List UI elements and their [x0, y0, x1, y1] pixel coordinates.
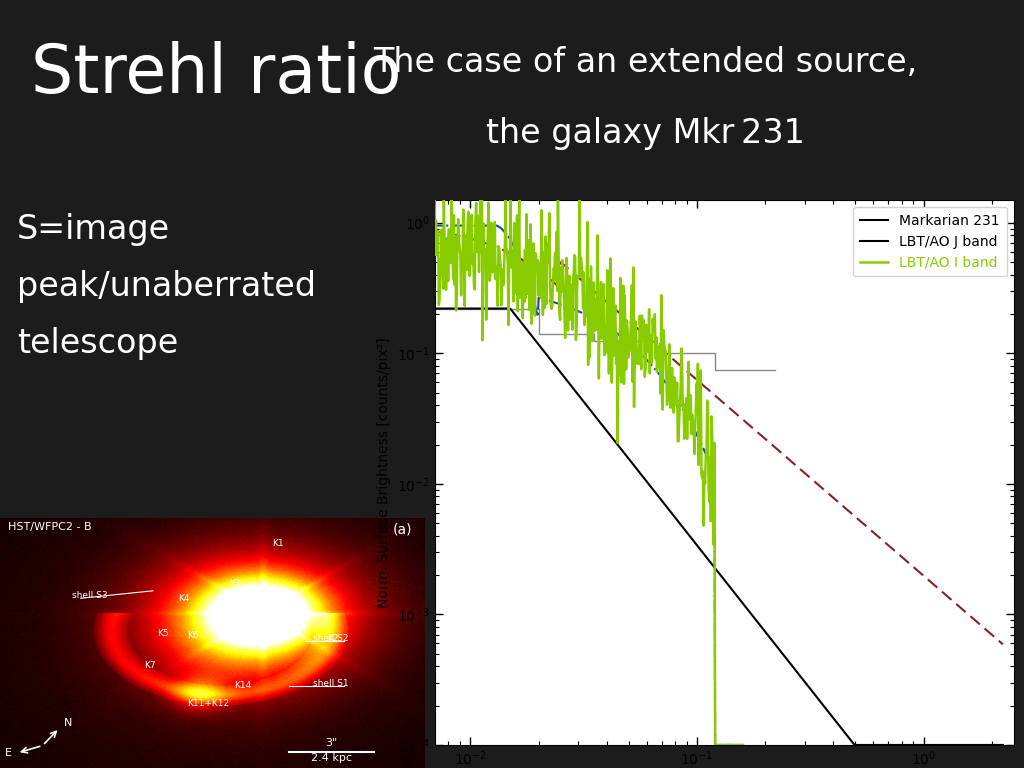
- Text: HST/WFPC2 - B: HST/WFPC2 - B: [8, 522, 92, 532]
- Text: shell S3: shell S3: [73, 591, 108, 601]
- Text: K6: K6: [187, 631, 199, 641]
- Text: shell S1: shell S1: [313, 679, 348, 687]
- Text: S=image: S=image: [17, 213, 170, 246]
- Text: Strehl ratio: Strehl ratio: [31, 41, 401, 108]
- Text: N: N: [63, 718, 72, 728]
- Text: the galaxy Mkr 231: the galaxy Mkr 231: [485, 117, 805, 150]
- Text: shell S2: shell S2: [313, 634, 348, 643]
- Text: K2: K2: [328, 634, 339, 643]
- Text: K7: K7: [144, 661, 156, 670]
- Text: The case of an extended source,: The case of an extended source,: [373, 46, 918, 79]
- Text: K11+K12: K11+K12: [187, 699, 229, 707]
- Text: K4: K4: [178, 594, 190, 603]
- Text: 3": 3": [326, 737, 338, 747]
- Y-axis label: Norm. Surface Brightness [counts/pix²]: Norm. Surface Brightness [counts/pix²]: [377, 337, 391, 607]
- Text: (a): (a): [393, 522, 413, 536]
- Text: E: E: [5, 748, 12, 758]
- Text: 2.4 kpc: 2.4 kpc: [311, 753, 352, 763]
- Text: telescope: telescope: [17, 327, 178, 360]
- Text: K1: K1: [272, 539, 284, 548]
- Legend: Markarian 231, LBT/AO J band, LBT/AO I band: Markarian 231, LBT/AO J band, LBT/AO I b…: [853, 207, 1007, 276]
- Text: K14: K14: [233, 681, 251, 690]
- Text: K3: K3: [229, 579, 241, 588]
- Text: peak/unaberrated: peak/unaberrated: [17, 270, 316, 303]
- Text: K5: K5: [158, 629, 169, 637]
